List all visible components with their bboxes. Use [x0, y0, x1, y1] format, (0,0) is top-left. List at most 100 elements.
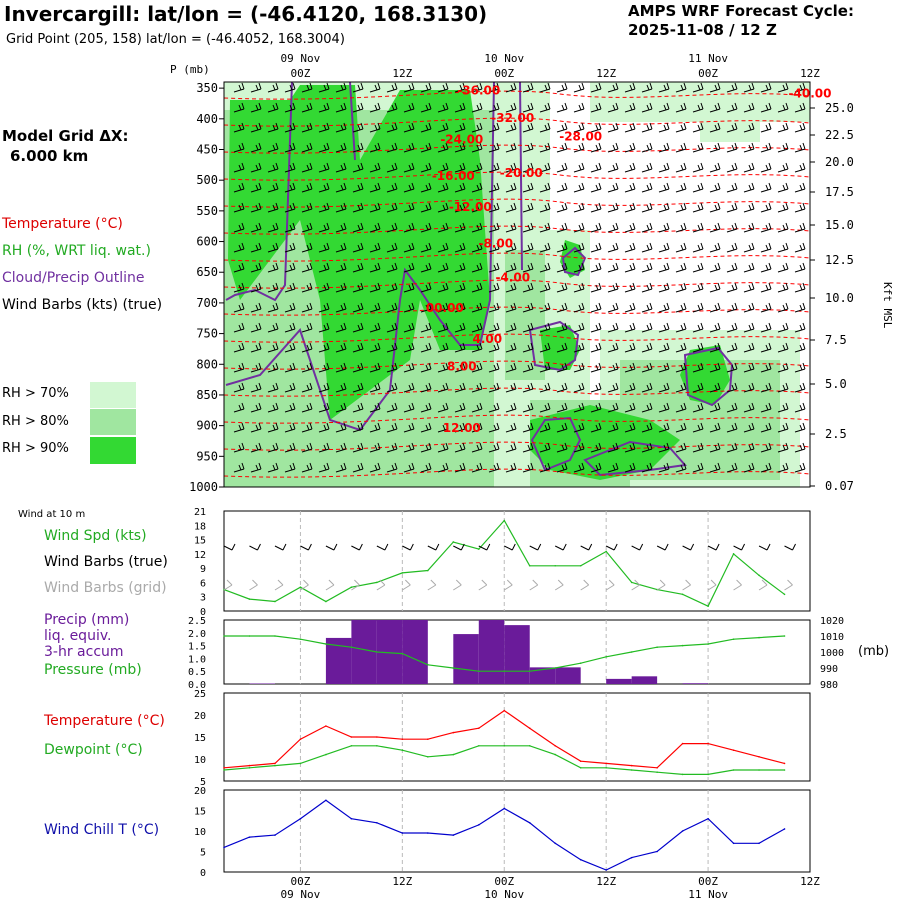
- wind-barb: [692, 82, 704, 93]
- wind-barb: [420, 282, 432, 293]
- wind-barb: [284, 222, 296, 233]
- wind-barb: [539, 82, 551, 93]
- wind-barb: [692, 182, 704, 193]
- wind-barb: [692, 122, 704, 133]
- wind-barb: [777, 242, 789, 253]
- wind-barb: [403, 342, 415, 353]
- wind-barb: [301, 322, 313, 333]
- wind-barb: [267, 442, 279, 453]
- wind-barb: [522, 462, 534, 473]
- wind-chill-line-point: [783, 828, 786, 830]
- wind-barb: [658, 382, 670, 393]
- wind-barb: [505, 302, 517, 313]
- wind-barb: [709, 102, 721, 113]
- wind-barb: [250, 182, 262, 193]
- wind-barb: [335, 142, 347, 153]
- wind-barb: [573, 462, 585, 473]
- wind-barb: [318, 222, 330, 233]
- wind-chill-line-point: [630, 856, 633, 859]
- temperature-contour-label: -28.00: [559, 129, 602, 143]
- wind-barb: [624, 142, 636, 153]
- wind-barb: [284, 342, 296, 353]
- wind-barb: [420, 322, 432, 333]
- wind-barb: [301, 442, 313, 453]
- wind-barb: [743, 82, 755, 93]
- wind-barb: [267, 362, 279, 373]
- bottom-time-label: 12Z: [800, 875, 820, 888]
- bottom-time-label: 12Z: [596, 875, 616, 888]
- wind-barb: [777, 462, 789, 473]
- wind-barb: [794, 422, 806, 433]
- wind-barb: [318, 122, 330, 133]
- wind-barb: [386, 302, 398, 313]
- wind-barb: [726, 82, 738, 93]
- height-tick-label: 10.0: [825, 291, 854, 305]
- wind-barb: [505, 162, 517, 173]
- wind-barb: [539, 142, 551, 153]
- wind-barb: [471, 442, 483, 453]
- wind-barb: [743, 122, 755, 133]
- wind-barb: [352, 202, 364, 213]
- wind-barb: [624, 222, 636, 233]
- wind-barb: [760, 362, 772, 373]
- dewpoint-line-point: [528, 745, 531, 747]
- wind-barb: [352, 142, 364, 153]
- wind-barb: [284, 302, 296, 313]
- temperature-contour: [223, 387, 811, 397]
- wind-barb: [539, 382, 551, 393]
- wind-barb: [726, 142, 738, 153]
- wind-barb: [709, 202, 721, 213]
- wind-barb: [726, 262, 738, 273]
- rh90-region: [228, 85, 490, 420]
- wind-barb: [777, 382, 789, 393]
- wind-barb-true: [733, 543, 746, 551]
- wind-barb-grid: [427, 579, 437, 591]
- wind-barb-grid: [402, 579, 411, 591]
- wind-barb: [420, 202, 432, 213]
- wind-barb: [505, 182, 517, 193]
- wind-barb-true: [682, 543, 695, 551]
- y-tick-label: 21: [194, 507, 206, 518]
- wind-barb: [250, 282, 262, 293]
- wind-chill-line-point: [350, 817, 353, 820]
- wind-barb: [267, 342, 279, 353]
- precip-bar: [478, 620, 505, 684]
- wind-chill-line-point: [325, 799, 327, 802]
- temperature-line-point: [579, 760, 582, 762]
- wind-barb: [301, 242, 313, 253]
- temperature-line-point: [656, 767, 658, 769]
- wind-barb: [437, 322, 449, 333]
- pressure-tick-label: 1000: [189, 480, 218, 494]
- wind-barb: [386, 222, 398, 233]
- legend-cloud-outline: Cloud/Precip Outline: [2, 270, 145, 286]
- wind-barb: [641, 202, 653, 213]
- bottom-date-label: 10 Nov: [484, 888, 524, 900]
- wind-barb: [386, 462, 398, 473]
- wind-barb: [301, 302, 313, 313]
- wind-barb: [556, 162, 568, 173]
- wind-barb: [624, 442, 636, 453]
- wind-barb: [352, 242, 364, 253]
- wind-barb: [403, 382, 415, 393]
- wind-barb: [590, 122, 602, 133]
- pressure-line-point: [477, 670, 480, 672]
- pressure-line-point: [503, 670, 506, 672]
- wind-barb: [777, 222, 789, 233]
- wind-barb: [522, 302, 534, 313]
- wind-barb: [437, 182, 449, 193]
- wind-barb: [777, 282, 789, 293]
- wind-barb: [556, 182, 568, 193]
- wind-barb: [743, 162, 755, 173]
- wind-barb: [692, 342, 704, 353]
- wind-barb: [624, 302, 636, 313]
- wind-barb: [488, 282, 500, 293]
- wind-barb: [794, 402, 806, 413]
- wind-barb: [794, 282, 806, 293]
- wind-barb-true: [300, 543, 312, 551]
- wind-chill-line-point: [554, 842, 557, 845]
- wind-barb-grid: [223, 579, 233, 591]
- wind-chill-line-point: [376, 822, 378, 824]
- wind-barb: [709, 82, 721, 93]
- wind-barb: [624, 462, 636, 473]
- bottom-time-label: 00Z: [494, 875, 514, 888]
